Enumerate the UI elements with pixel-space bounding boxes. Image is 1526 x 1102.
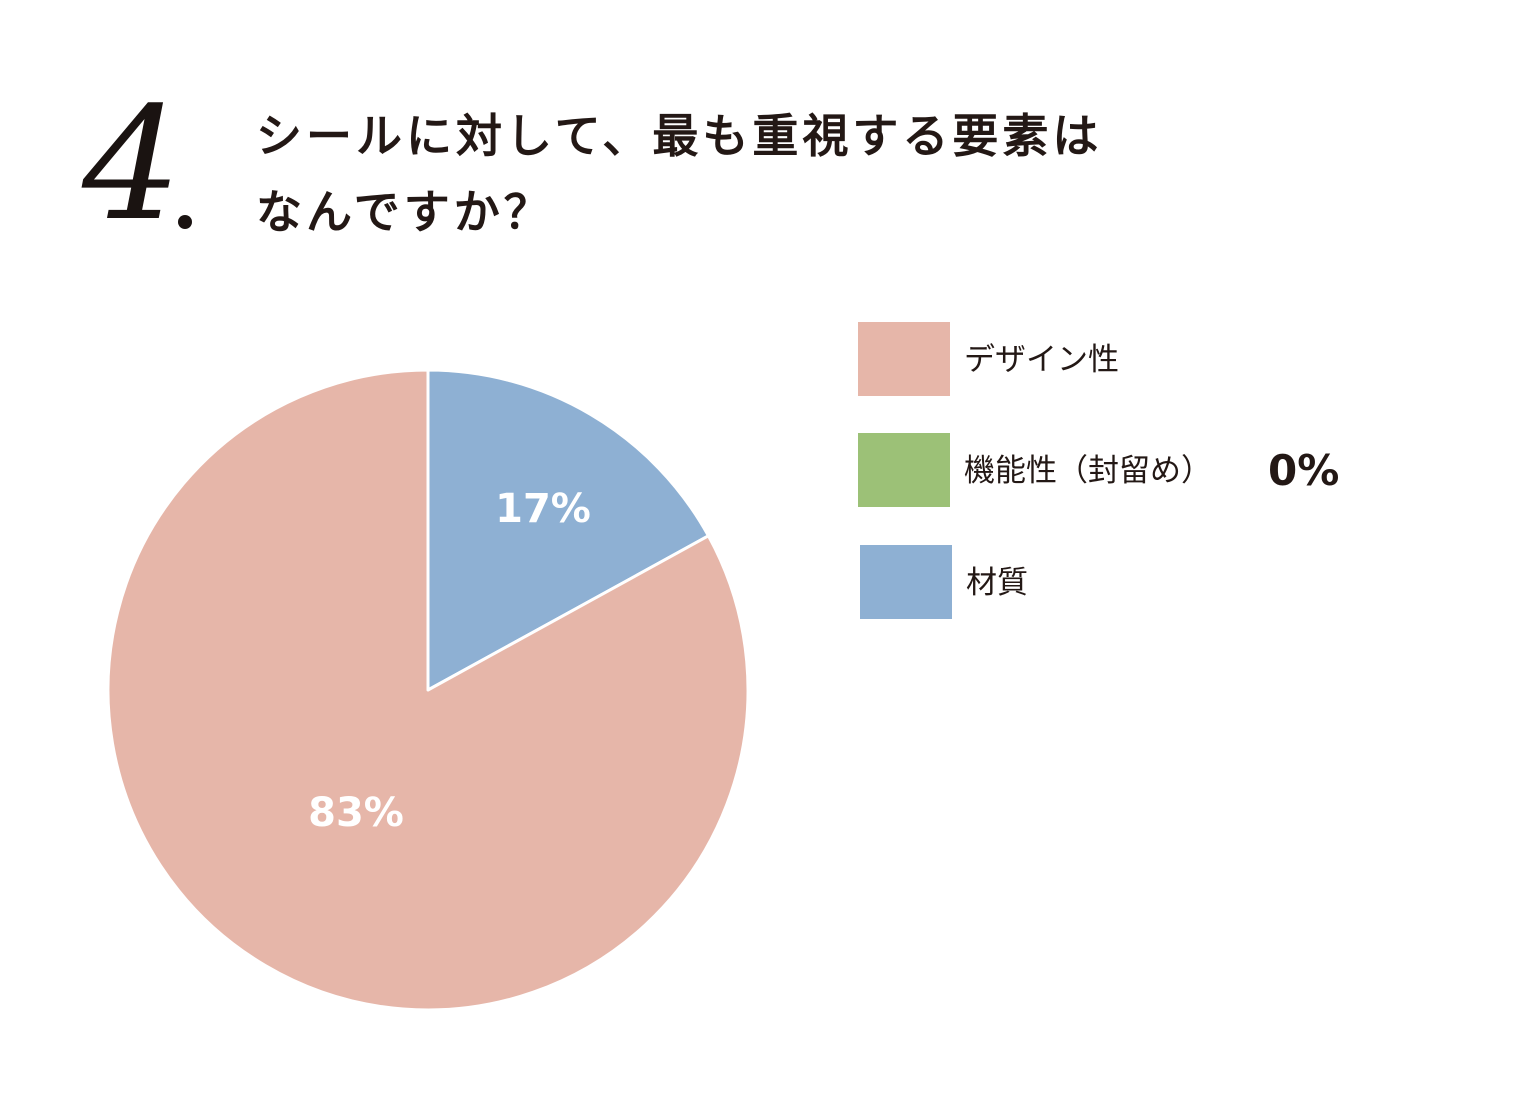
question-number: 4	[82, 73, 182, 255]
question-number-dot	[178, 215, 192, 229]
question-title: シールに対して、最も重視する要素は なんですか？	[256, 98, 1306, 250]
pie-slice-material	[426, 368, 710, 692]
legend-swatch-design	[858, 322, 950, 396]
pie-label-material: 17%	[495, 486, 591, 532]
legend-value-function: 0%	[1268, 446, 1340, 495]
pie-slice-design	[106, 368, 750, 1012]
question-line-2: なんですか？	[256, 185, 554, 239]
question-line-1: シールに対して、最も重視する要素は	[256, 109, 1103, 163]
legend-label-design: デザイン性	[964, 342, 1119, 378]
legend-swatch-function	[858, 433, 950, 507]
legend-label-function: 機能性（封留め）	[964, 453, 1212, 489]
pie-label-design: 83%	[308, 790, 404, 836]
legend-label-material: 材質	[966, 565, 1028, 601]
legend-swatch-material	[860, 545, 952, 619]
